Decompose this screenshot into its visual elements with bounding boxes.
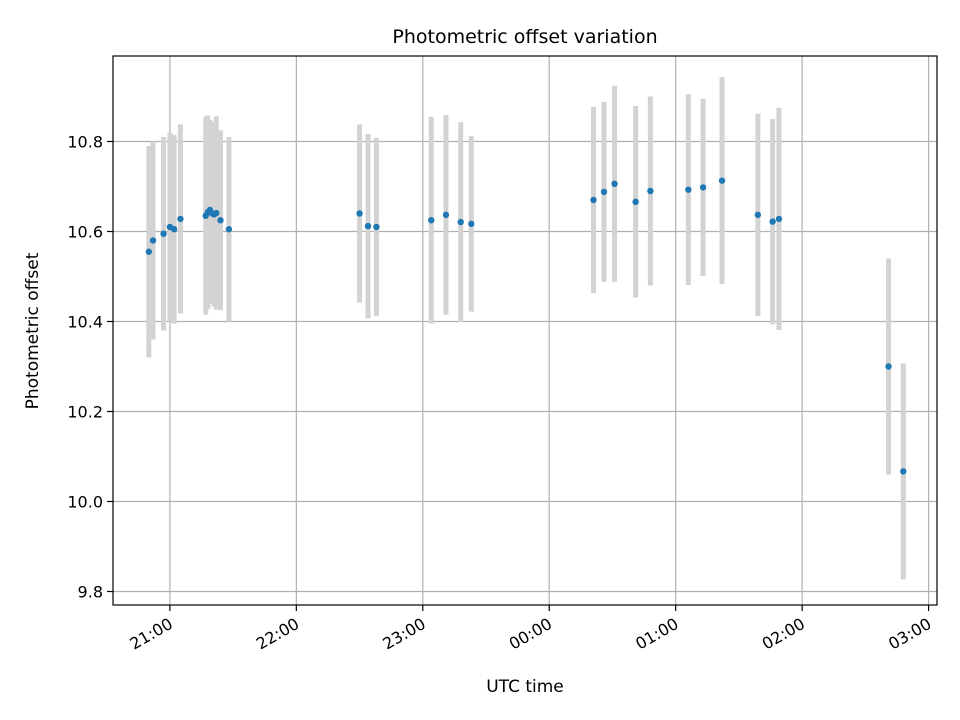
data-point [754, 211, 762, 219]
y-tick-label: 9.8 [78, 583, 103, 602]
data-point [145, 248, 153, 255]
data-point [356, 210, 363, 217]
data-point [170, 226, 178, 233]
data-point [217, 217, 224, 224]
plot-frame [112, 55, 938, 606]
y-tick-label: 10.2 [67, 403, 103, 422]
data-point [213, 209, 220, 217]
data-point [364, 222, 372, 230]
data-point [428, 217, 435, 224]
data-point [900, 468, 907, 475]
x-axis-label: UTC time [486, 677, 564, 697]
y-tick-label: 10.6 [67, 223, 103, 242]
data-point [160, 230, 167, 237]
y-tick-label: 10.0 [67, 493, 103, 512]
data-points [145, 177, 907, 475]
data-point [611, 180, 618, 187]
data-point [769, 218, 776, 225]
y-tick-label: 10.8 [67, 133, 103, 152]
y-tick-label: 10.4 [67, 313, 103, 332]
data-point [699, 184, 707, 191]
data-point [885, 363, 892, 370]
data-point [685, 186, 692, 193]
data-point [457, 218, 464, 226]
data-point [149, 237, 157, 244]
y-axis-ticks: 9.8 10.0 10.2 10.4 10.6 10.8 [67, 133, 113, 602]
data-point [177, 215, 184, 223]
data-point [647, 187, 654, 195]
data-point [590, 196, 597, 204]
data-point [600, 188, 608, 196]
data-point [775, 215, 783, 223]
data-point [718, 177, 726, 184]
grid-lines [113, 56, 937, 605]
chart-title: Photometric offset variation [392, 26, 657, 48]
y-axis-label: Photometric offset [23, 252, 43, 409]
data-point [442, 211, 450, 219]
data-point [225, 226, 233, 233]
data-point [632, 198, 639, 205]
data-point [468, 220, 475, 228]
data-point [373, 223, 380, 231]
